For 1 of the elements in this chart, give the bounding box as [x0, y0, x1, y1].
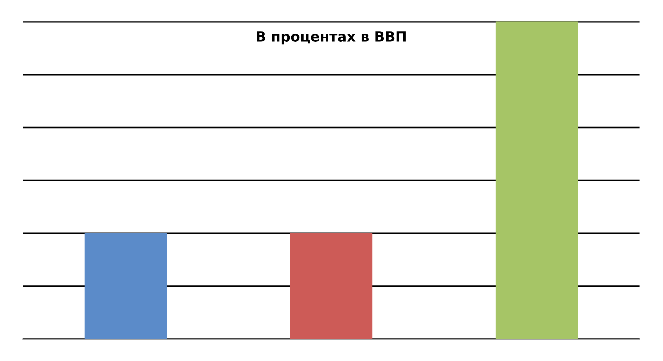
text: В процентах в ВВП — [257, 32, 406, 45]
